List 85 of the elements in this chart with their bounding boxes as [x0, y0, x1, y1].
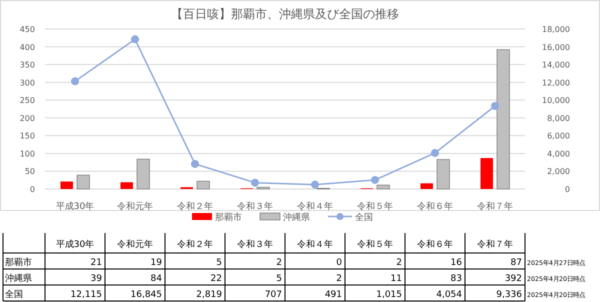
point [71, 77, 79, 86]
y-tick-label: 400 [20, 42, 35, 52]
y-tick-label: 100 [20, 149, 35, 158]
text: 沖縄県 [5, 274, 32, 284]
text: 全国 [5, 290, 23, 300]
data-label: 0 [336, 258, 342, 268]
legend-label: 沖縄県 [283, 212, 310, 223]
x-tick-label: 令和３年 [237, 201, 273, 212]
data-label: 16,845 [130, 290, 162, 300]
data-label: 9,336 [496, 290, 522, 300]
x-tick-label: 平成30年 [56, 201, 94, 212]
data-label: 12,115 [70, 290, 102, 300]
data-label: 2,819 [196, 290, 222, 300]
data-label: 4,054 [436, 290, 462, 300]
y2-tick-label: 18,000 [542, 25, 570, 34]
data-label: 5 [216, 258, 222, 268]
point [491, 102, 499, 110]
y2-tick-label: 2,000 [547, 167, 570, 176]
bar [436, 159, 450, 190]
category-label: 令和４年 [297, 240, 333, 250]
bar [376, 184, 390, 190]
bar [120, 182, 133, 189]
point [131, 35, 139, 44]
y2-tick-label: 6,000 [547, 132, 570, 141]
data-label: 19 [150, 258, 162, 268]
category-label: 令和７年 [477, 240, 513, 250]
y-tick-label: 50 [24, 167, 35, 176]
y2-tick-label: 16,000 [542, 42, 570, 52]
data-label: 1,015 [376, 290, 402, 300]
category-label: 平成30年 [56, 240, 94, 250]
bar [136, 158, 150, 190]
y-tick-label: 0 [30, 185, 35, 194]
data-label: 83 [450, 274, 462, 284]
data-label: 2 [396, 258, 402, 268]
y2-tick-label: 12,000 [542, 78, 570, 88]
bar [420, 183, 433, 189]
y-tick-label: 450 [20, 25, 35, 34]
x-tick-label: 令和２年 [177, 201, 213, 212]
point [311, 180, 319, 189]
y2-tick-label: 10,000 [542, 96, 570, 106]
bar [76, 174, 90, 190]
data-label: 392 [504, 274, 522, 284]
category-label: 令和５年 [357, 240, 393, 250]
legend-label: 全国 [355, 212, 373, 223]
x-tick-label: 令和４年 [297, 201, 333, 212]
data-label: 84 [150, 274, 162, 284]
data-label: 39 [90, 274, 102, 284]
x-tick-label: 令和元年 [117, 201, 153, 212]
point [191, 160, 199, 168]
y-tick-label: 300 [20, 78, 35, 88]
y-tick-label: 250 [20, 96, 35, 106]
x-tick-label: 令和５年 [357, 201, 393, 212]
point [431, 148, 439, 157]
bar [196, 180, 210, 190]
data-label: 16 [450, 258, 462, 268]
point [371, 176, 379, 184]
data-label: 2 [336, 274, 342, 284]
data-label: 87 [510, 258, 522, 268]
category-label: 令和元年 [117, 240, 153, 250]
chart-title: 【百日咳】那覇市、沖縄県及び全国の推移 [171, 7, 399, 21]
bar [480, 158, 493, 189]
data-label: 5 [276, 274, 282, 284]
y2-tick-label: 0 [564, 185, 570, 194]
bar [60, 182, 73, 189]
y-tick-label: 350 [20, 60, 35, 70]
data-label: 2 [276, 258, 282, 268]
data-label: 21 [90, 258, 102, 268]
category-label: 令和２年 [177, 240, 213, 250]
x-tick-label: 令和６年 [417, 201, 453, 212]
data-label: 707 [264, 290, 282, 300]
data-label: 22 [210, 274, 222, 284]
data-label: 491 [324, 290, 342, 300]
text: 那覇市 [5, 258, 32, 268]
bar [496, 49, 510, 190]
y2-tick-label: 8,000 [547, 114, 570, 123]
y2-tick-label: 14,000 [542, 60, 570, 70]
category-label: 令和６年 [417, 240, 453, 250]
y-tick-label: 150 [20, 132, 35, 141]
legend-label: 那覇市 [215, 212, 242, 223]
point [251, 178, 259, 187]
y-tick-label: 200 [20, 114, 35, 123]
x-tick-label: 令和７年 [477, 201, 513, 212]
data-label: 11 [390, 274, 402, 284]
category-label: 令和３年 [237, 240, 273, 250]
y2-tick-label: 4,000 [547, 149, 570, 158]
